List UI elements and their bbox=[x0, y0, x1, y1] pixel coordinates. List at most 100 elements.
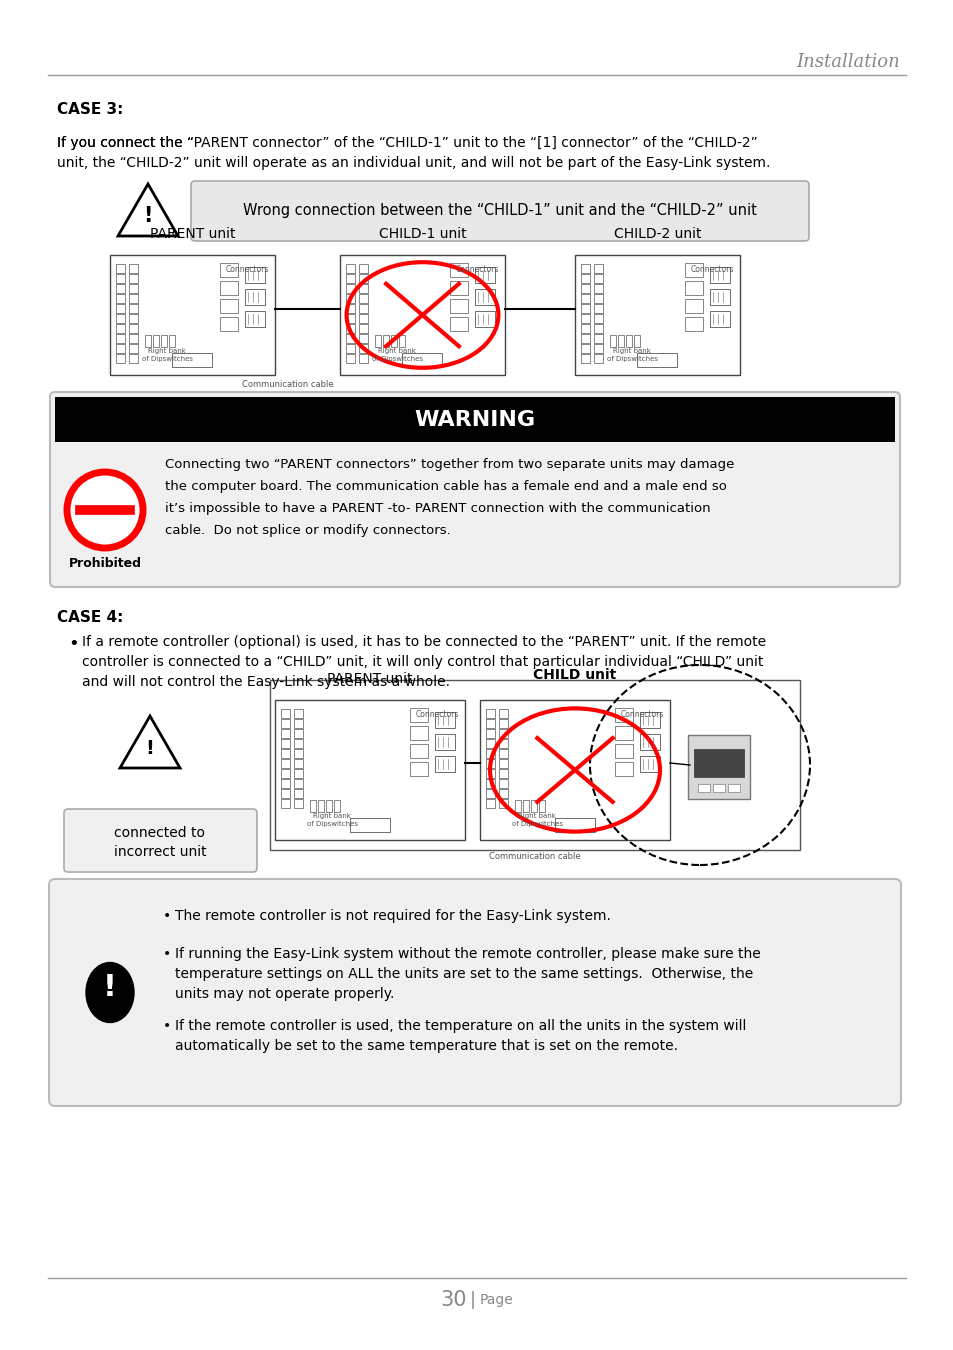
Bar bbox=[580, 294, 589, 302]
Bar bbox=[358, 265, 368, 273]
Text: CASE 4:: CASE 4: bbox=[57, 610, 123, 625]
Text: |: | bbox=[470, 1291, 476, 1310]
FancyBboxPatch shape bbox=[191, 181, 808, 242]
Bar bbox=[245, 289, 265, 305]
Bar bbox=[55, 397, 894, 441]
Bar bbox=[410, 761, 428, 776]
Bar bbox=[727, 784, 740, 792]
Text: Installation: Installation bbox=[796, 53, 899, 72]
Text: of Dipswitches: of Dipswitches bbox=[307, 821, 357, 828]
Bar bbox=[485, 788, 495, 798]
Bar bbox=[358, 294, 368, 302]
Bar bbox=[634, 335, 639, 347]
Bar bbox=[129, 344, 138, 352]
Bar bbox=[358, 354, 368, 363]
Bar bbox=[594, 333, 602, 343]
Text: Communication cable: Communication cable bbox=[242, 379, 334, 389]
Bar bbox=[129, 284, 138, 293]
Bar bbox=[310, 801, 315, 811]
Text: CASE 3:: CASE 3: bbox=[57, 103, 123, 117]
Bar bbox=[609, 335, 616, 347]
Bar bbox=[531, 801, 537, 811]
Bar bbox=[281, 709, 290, 718]
Bar bbox=[475, 267, 495, 284]
Bar bbox=[485, 759, 495, 768]
Bar bbox=[485, 738, 495, 748]
Text: 30: 30 bbox=[440, 1291, 467, 1310]
Text: Right bank: Right bank bbox=[148, 348, 186, 354]
Bar bbox=[410, 726, 428, 740]
Bar bbox=[618, 335, 623, 347]
Bar bbox=[684, 298, 702, 313]
Bar bbox=[281, 769, 290, 778]
Bar bbox=[712, 784, 724, 792]
Bar bbox=[580, 274, 589, 284]
Bar bbox=[410, 707, 428, 722]
Bar bbox=[116, 333, 125, 343]
Text: and will not control the Easy-Link system as a whole.: and will not control the Easy-Link syste… bbox=[82, 675, 450, 688]
Bar bbox=[129, 294, 138, 302]
FancyBboxPatch shape bbox=[50, 392, 899, 587]
Text: Connectors: Connectors bbox=[225, 265, 269, 274]
Bar bbox=[498, 709, 507, 718]
Bar bbox=[382, 335, 389, 347]
Text: of Dipswitches: of Dipswitches bbox=[606, 356, 658, 362]
Bar bbox=[485, 749, 495, 757]
Bar bbox=[435, 734, 455, 751]
Bar bbox=[398, 335, 405, 347]
Bar bbox=[580, 354, 589, 363]
Bar bbox=[346, 354, 355, 363]
Bar bbox=[116, 324, 125, 333]
Bar bbox=[709, 310, 729, 327]
FancyBboxPatch shape bbox=[64, 809, 256, 872]
Text: automatically be set to the same temperature that is set on the remote.: automatically be set to the same tempera… bbox=[174, 1040, 678, 1053]
Bar bbox=[580, 344, 589, 352]
Text: unit, the “CHILD-2” unit will operate as an individual unit, and will not be par: unit, the “CHILD-2” unit will operate as… bbox=[57, 157, 770, 170]
Text: PARENT unit: PARENT unit bbox=[150, 227, 235, 242]
Bar bbox=[145, 335, 151, 347]
Text: If you connect the “: If you connect the “ bbox=[57, 136, 193, 150]
Bar bbox=[129, 354, 138, 363]
Bar bbox=[116, 294, 125, 302]
Bar bbox=[575, 255, 740, 375]
Text: !: ! bbox=[103, 973, 117, 1002]
Bar bbox=[580, 304, 589, 313]
Bar bbox=[709, 267, 729, 284]
Bar bbox=[580, 265, 589, 273]
Bar bbox=[346, 315, 355, 323]
Bar bbox=[594, 294, 602, 302]
Bar bbox=[339, 255, 504, 375]
Bar bbox=[350, 818, 390, 832]
Bar bbox=[129, 304, 138, 313]
Text: •: • bbox=[163, 946, 172, 961]
Bar bbox=[110, 255, 274, 375]
Bar bbox=[450, 317, 468, 331]
Bar bbox=[594, 354, 602, 363]
Bar bbox=[639, 734, 659, 751]
Bar bbox=[580, 324, 589, 333]
Bar bbox=[594, 274, 602, 284]
Bar bbox=[375, 335, 380, 347]
FancyBboxPatch shape bbox=[687, 734, 749, 799]
Bar bbox=[639, 711, 659, 728]
Circle shape bbox=[67, 472, 143, 548]
Text: Connectors: Connectors bbox=[619, 710, 663, 720]
Bar bbox=[391, 335, 396, 347]
Bar bbox=[116, 304, 125, 313]
Text: incorrect unit: incorrect unit bbox=[113, 845, 206, 859]
Bar bbox=[245, 267, 265, 284]
Bar bbox=[594, 284, 602, 293]
Bar bbox=[485, 720, 495, 728]
Text: temperature settings on ALL the units are set to the same settings.  Otherwise, : temperature settings on ALL the units ar… bbox=[174, 967, 753, 981]
Bar bbox=[346, 304, 355, 313]
Bar bbox=[220, 281, 237, 296]
Text: Right bank: Right bank bbox=[517, 813, 556, 819]
Text: Right bank: Right bank bbox=[313, 813, 351, 819]
Bar bbox=[615, 761, 633, 776]
Text: controller is connected to a “CHILD” unit, it will only control that particular : controller is connected to a “CHILD” uni… bbox=[82, 655, 762, 670]
Bar bbox=[498, 799, 507, 809]
Bar bbox=[498, 788, 507, 798]
Bar bbox=[522, 801, 529, 811]
Bar bbox=[294, 788, 303, 798]
Bar bbox=[515, 801, 520, 811]
